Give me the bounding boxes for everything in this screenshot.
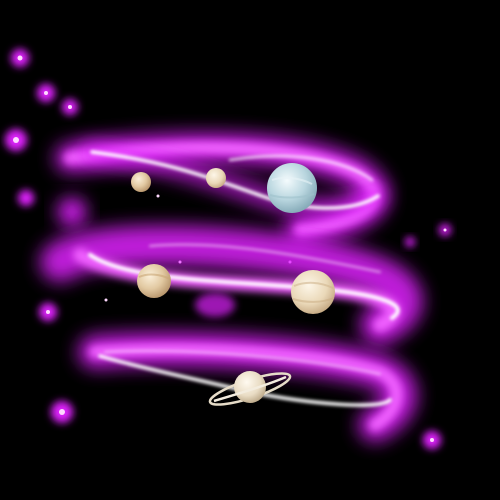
ice-blue-planet <box>267 163 317 213</box>
sparkle <box>156 194 160 198</box>
sparkle <box>46 310 50 314</box>
glow-particle <box>18 190 34 206</box>
sparkle <box>68 105 72 109</box>
glow-particle <box>405 237 415 247</box>
sparkle <box>443 228 447 232</box>
ringed-planet <box>208 371 292 406</box>
sparkle <box>430 438 434 442</box>
sparkle <box>44 91 48 95</box>
sparkle <box>13 137 19 143</box>
sparkle <box>17 55 23 61</box>
glowing-spiral-ring-middle <box>40 225 423 345</box>
glow-particle <box>58 198 86 226</box>
glowing-spiral-ring-top <box>55 132 389 245</box>
sparkle <box>59 409 65 415</box>
tan-planet-middle-right <box>291 270 335 314</box>
star-sparkles <box>13 55 447 442</box>
small-tan-planet <box>131 172 151 192</box>
tan-planet-middle-left <box>137 264 171 298</box>
small-tan-planet-2 <box>206 168 226 188</box>
sparkle <box>104 298 108 302</box>
